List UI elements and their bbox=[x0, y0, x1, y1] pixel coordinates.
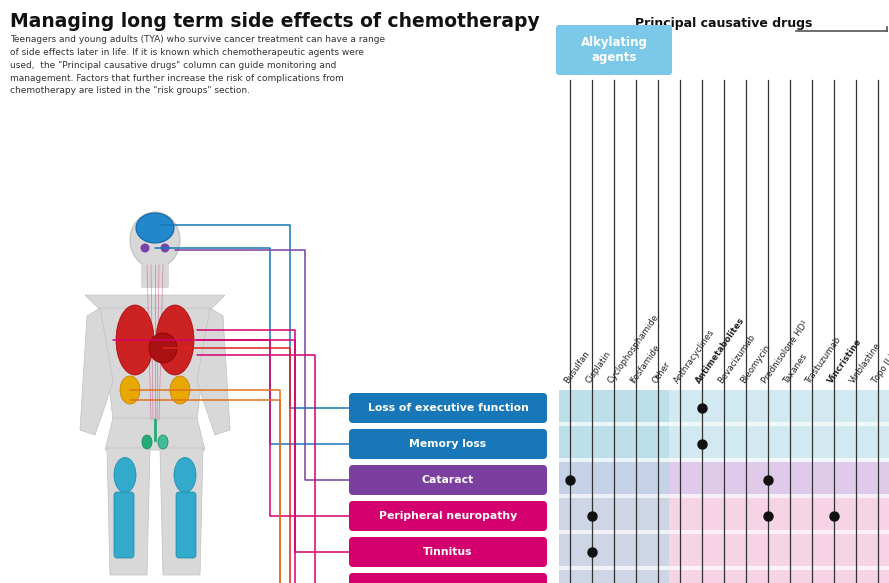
Ellipse shape bbox=[120, 376, 140, 404]
FancyBboxPatch shape bbox=[349, 393, 547, 423]
Ellipse shape bbox=[116, 305, 154, 375]
Ellipse shape bbox=[158, 435, 168, 449]
Ellipse shape bbox=[142, 435, 152, 449]
Text: Anthracyclines: Anthracyclines bbox=[673, 328, 717, 385]
Ellipse shape bbox=[140, 244, 149, 252]
FancyBboxPatch shape bbox=[114, 492, 134, 558]
Bar bbox=[559, 422, 889, 426]
Bar bbox=[559, 390, 889, 426]
Bar bbox=[559, 458, 889, 462]
Text: Alkylating
agents: Alkylating agents bbox=[581, 36, 647, 64]
Ellipse shape bbox=[114, 458, 136, 493]
Text: Cisplatin: Cisplatin bbox=[585, 349, 613, 385]
Ellipse shape bbox=[170, 376, 190, 404]
Text: Prednisolone HD¹: Prednisolone HD¹ bbox=[761, 319, 811, 385]
Bar bbox=[559, 570, 669, 583]
Bar bbox=[559, 426, 889, 462]
Text: Taxanes: Taxanes bbox=[782, 352, 810, 385]
Text: Topo II inhibitors²: Topo II inhibitors² bbox=[870, 319, 889, 385]
Text: Cataract: Cataract bbox=[422, 475, 474, 485]
FancyBboxPatch shape bbox=[176, 492, 196, 558]
Bar bbox=[559, 390, 669, 426]
Text: Vinblastine: Vinblastine bbox=[849, 340, 884, 385]
FancyBboxPatch shape bbox=[349, 429, 547, 459]
Bar bbox=[559, 570, 889, 583]
Bar bbox=[559, 462, 669, 498]
Bar bbox=[559, 534, 889, 570]
Text: Teenagers and young adults (TYA) who survive cancer treatment can have a range
o: Teenagers and young adults (TYA) who sur… bbox=[10, 35, 385, 96]
Text: Managing long term side effects of chemotherapy: Managing long term side effects of chemo… bbox=[10, 12, 540, 31]
Bar bbox=[559, 426, 669, 462]
Bar bbox=[559, 498, 669, 534]
Text: Principal causative drugs: Principal causative drugs bbox=[636, 17, 813, 30]
Text: Bleomycin: Bleomycin bbox=[739, 343, 772, 385]
Polygon shape bbox=[197, 308, 230, 435]
Polygon shape bbox=[80, 308, 113, 435]
Polygon shape bbox=[100, 308, 210, 420]
FancyBboxPatch shape bbox=[349, 537, 547, 567]
Bar bbox=[559, 566, 889, 570]
FancyBboxPatch shape bbox=[349, 573, 547, 583]
Ellipse shape bbox=[149, 333, 177, 363]
Bar bbox=[559, 494, 889, 498]
Text: Other: Other bbox=[651, 360, 672, 385]
Polygon shape bbox=[105, 418, 205, 450]
Text: Peripheral neuropathy: Peripheral neuropathy bbox=[379, 511, 517, 521]
Polygon shape bbox=[107, 448, 150, 575]
Polygon shape bbox=[85, 295, 225, 310]
Text: Tinnitus: Tinnitus bbox=[423, 547, 473, 557]
Ellipse shape bbox=[136, 213, 174, 243]
Text: Ifosfamide: Ifosfamide bbox=[629, 343, 662, 385]
Polygon shape bbox=[160, 448, 203, 575]
Bar bbox=[559, 534, 669, 570]
Text: Vincristine: Vincristine bbox=[827, 337, 864, 385]
FancyBboxPatch shape bbox=[141, 264, 169, 288]
Text: Loss of executive function: Loss of executive function bbox=[367, 403, 528, 413]
Text: Memory loss: Memory loss bbox=[410, 439, 486, 449]
Bar bbox=[559, 498, 889, 534]
FancyBboxPatch shape bbox=[349, 465, 547, 495]
Text: Bevacizumab: Bevacizumab bbox=[717, 332, 757, 385]
Ellipse shape bbox=[161, 244, 170, 252]
Text: Antimetabolites: Antimetabolites bbox=[694, 315, 747, 385]
Bar bbox=[559, 530, 889, 534]
Bar bbox=[559, 462, 889, 498]
FancyBboxPatch shape bbox=[556, 25, 672, 75]
Ellipse shape bbox=[156, 305, 194, 375]
Text: Trastuzumab: Trastuzumab bbox=[805, 335, 844, 385]
FancyBboxPatch shape bbox=[349, 501, 547, 531]
Ellipse shape bbox=[174, 458, 196, 493]
Ellipse shape bbox=[130, 212, 180, 268]
Text: Busulfan: Busulfan bbox=[563, 349, 592, 385]
Text: Cyclophosphamide: Cyclophosphamide bbox=[606, 312, 661, 385]
